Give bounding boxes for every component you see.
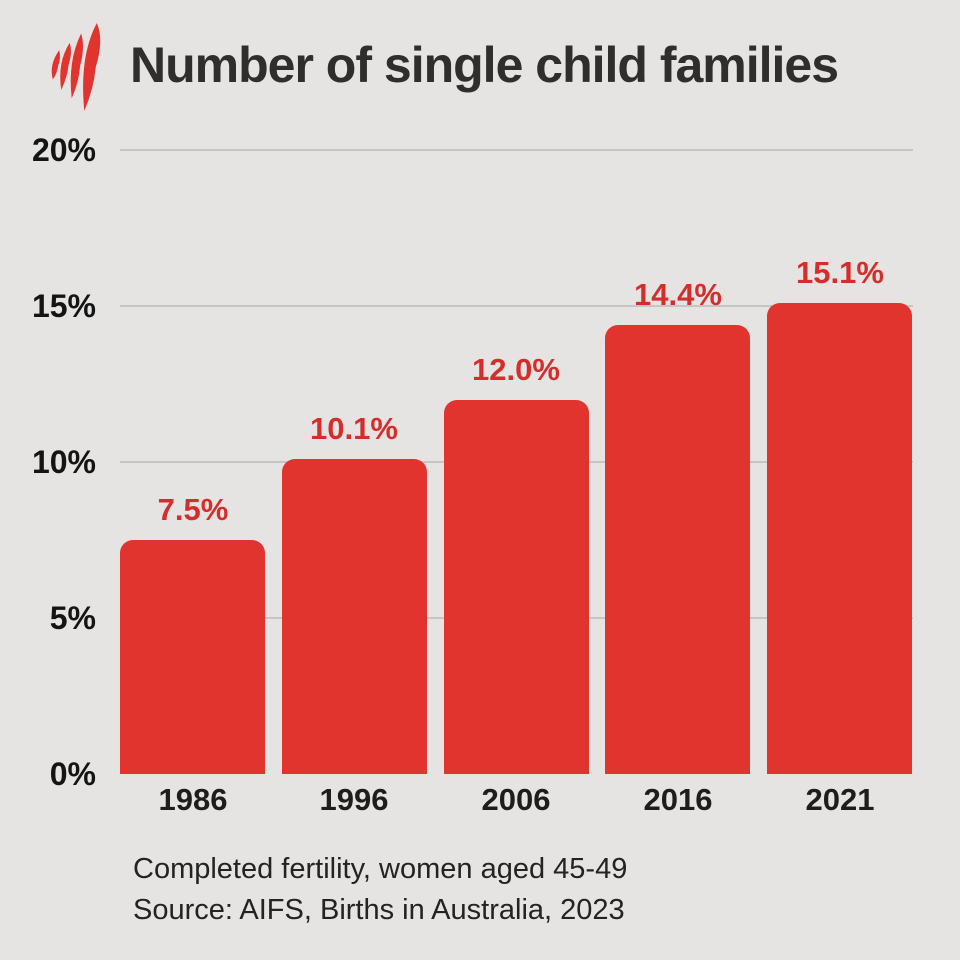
- footnote-line: Completed fertility, women aged 45-49: [133, 853, 628, 885]
- y-axis-tick-label: 5%: [49, 600, 96, 636]
- bar-2006: [444, 400, 589, 774]
- gridline-20: [120, 149, 913, 151]
- bar-2021: [767, 303, 912, 774]
- bar-value-label: 10.1%: [310, 411, 398, 446]
- x-axis-category-label: 1986: [158, 782, 228, 817]
- chart-footnote: Completed fertility, women aged 45-49 So…: [133, 849, 627, 931]
- y-axis-tick-label: 20%: [31, 132, 96, 168]
- bar-value-label: 12.0%: [472, 352, 560, 387]
- y-axis-tick-label: 10%: [31, 444, 96, 480]
- bar-1996: [282, 459, 427, 774]
- bar-value-label: 7.5%: [157, 492, 229, 527]
- bar-value-label: 14.4%: [634, 277, 722, 312]
- y-axis-tick-label: 0%: [49, 756, 96, 792]
- x-axis-category-label: 1996: [319, 782, 389, 817]
- gridline-15: [120, 305, 913, 307]
- source-line: Source: AIFS, Births in Australia, 2023: [133, 894, 625, 926]
- x-axis-category-label: 2006: [481, 782, 551, 817]
- x-axis-category-label: 2021: [805, 782, 875, 817]
- sbs-logo-icon: [46, 22, 110, 112]
- x-axis-category-label: 2016: [643, 782, 713, 817]
- bar-1986: [120, 540, 265, 774]
- bar-2016: [605, 325, 750, 774]
- y-axis-tick-label: 15%: [31, 288, 96, 324]
- chart-title: Number of single child families: [130, 37, 839, 93]
- bar-value-label: 15.1%: [796, 255, 884, 290]
